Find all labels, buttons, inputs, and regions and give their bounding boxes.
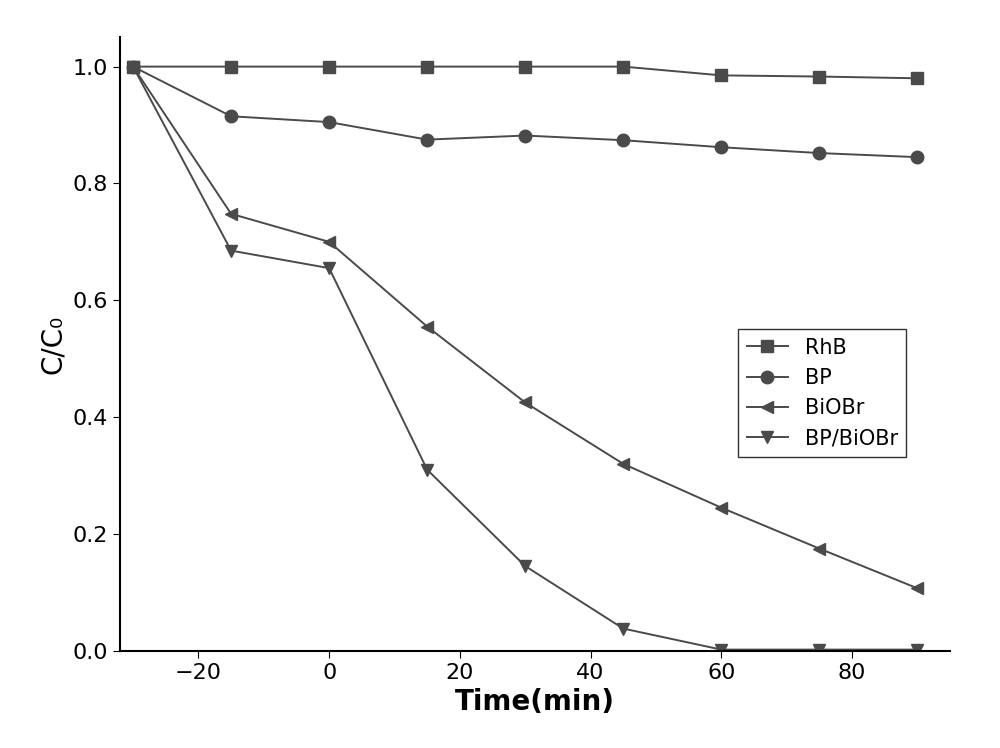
RhB [421,62,433,71]
BiOBr [813,544,825,553]
Line: BiOBr: BiOBr [127,61,924,595]
BP [519,131,531,140]
RhB [813,72,825,81]
Legend: RhB, BP, BiOBr, BP/BiOBr: RhB, BP, BiOBr, BP/BiOBr [738,329,906,457]
Line: RhB: RhB [127,61,924,85]
Line: BP: BP [127,61,924,163]
BiOBr [617,459,629,468]
RhB [225,62,237,71]
BP [323,117,335,126]
Line: BP/BiOBr: BP/BiOBr [127,61,924,656]
BiOBr [421,322,433,331]
RhB [127,62,139,71]
BP/BiOBr [421,465,433,474]
BP/BiOBr [813,645,825,654]
BP/BiOBr [519,562,531,571]
BiOBr [715,503,727,512]
BiOBr [519,398,531,407]
BP/BiOBr [127,62,139,71]
X-axis label: Time(min): Time(min) [455,688,615,716]
BP [617,135,629,144]
BP/BiOBr [911,645,923,654]
RhB [715,71,727,80]
BP [421,135,433,144]
BiOBr [225,209,237,218]
Y-axis label: C/C₀: C/C₀ [39,314,67,374]
BP [813,149,825,158]
BP/BiOBr [715,645,727,654]
BiOBr [323,237,335,246]
RhB [323,62,335,71]
BP [911,153,923,162]
BP/BiOBr [225,246,237,255]
BP [225,111,237,120]
RhB [617,62,629,71]
RhB [519,62,531,71]
BP/BiOBr [617,624,629,633]
BP [127,62,139,71]
BP [715,143,727,152]
BiOBr [911,583,923,592]
BP/BiOBr [323,263,335,272]
RhB [911,74,923,83]
BiOBr [127,62,139,71]
